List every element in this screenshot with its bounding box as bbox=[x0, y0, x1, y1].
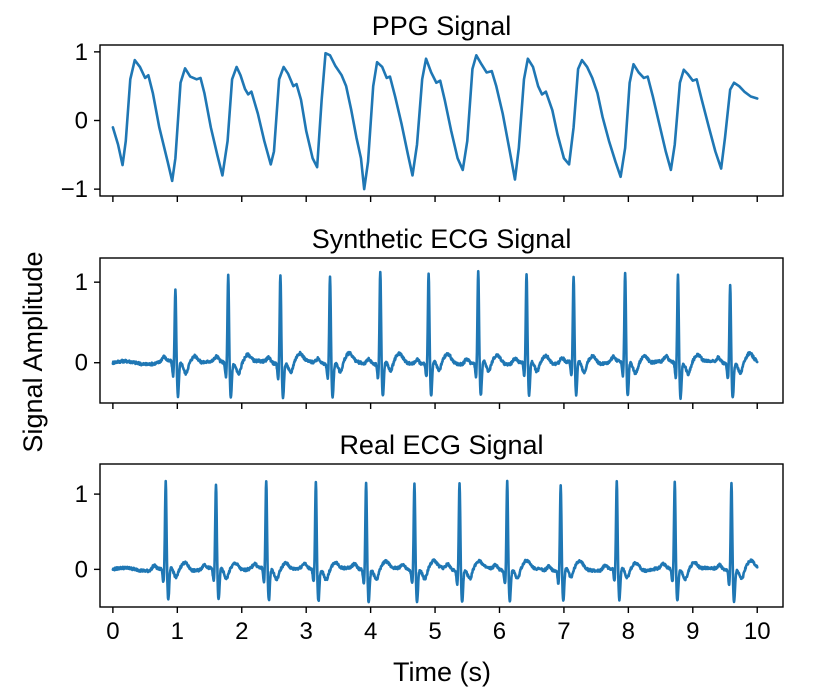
x-tick-label: 4 bbox=[364, 618, 377, 645]
y-tick-label: −1 bbox=[61, 176, 88, 203]
x-tick-label: 9 bbox=[686, 618, 699, 645]
x-tick-label: 3 bbox=[300, 618, 313, 645]
x-tick-label: 7 bbox=[557, 618, 570, 645]
plot-frame bbox=[99, 257, 784, 404]
x-tick-label: 10 bbox=[744, 618, 771, 645]
signal-line bbox=[111, 51, 759, 191]
signal-line bbox=[111, 269, 759, 401]
x-tick-label: 8 bbox=[622, 618, 635, 645]
x-axis-label: Time (s) bbox=[393, 657, 491, 687]
plot-frame bbox=[99, 44, 784, 197]
plot-frame bbox=[99, 463, 784, 608]
x-tick-label: 5 bbox=[428, 618, 441, 645]
subplot-1: PPG Signal −1 0 1 bbox=[61, 11, 784, 203]
y-tick-label: 1 bbox=[75, 481, 88, 508]
y-tick-label: 0 bbox=[75, 108, 88, 135]
x-tick-label: 6 bbox=[493, 618, 506, 645]
y-tick-label: 0 bbox=[75, 556, 88, 583]
signal-line bbox=[111, 479, 759, 604]
subplot-title: Real ECG Signal bbox=[339, 430, 543, 460]
subplot-title: PPG Signal bbox=[372, 11, 512, 41]
x-tick-label: 1 bbox=[171, 618, 184, 645]
subplot-title: Synthetic ECG Signal bbox=[312, 224, 572, 254]
x-tick-label: 0 bbox=[106, 618, 119, 645]
y-axis-label: Signal Amplitude bbox=[18, 251, 48, 452]
y-tick-label: 1 bbox=[75, 39, 88, 66]
subplot-2: Synthetic ECG Signal 0 1 bbox=[75, 224, 784, 409]
y-tick-label: 1 bbox=[75, 269, 88, 296]
x-tick-label: 2 bbox=[235, 618, 248, 645]
y-tick-label: 0 bbox=[75, 350, 88, 377]
